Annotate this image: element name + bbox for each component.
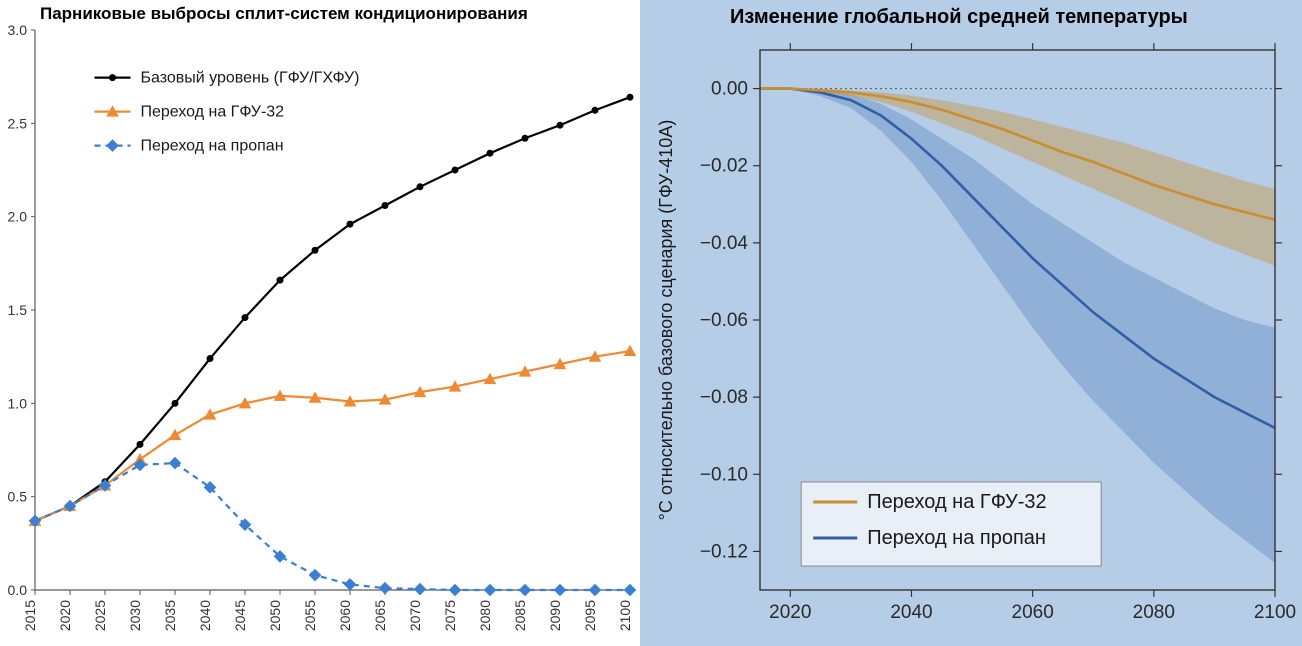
right-chart-title: Изменение глобальной средней температуры: [730, 6, 1188, 29]
left-ytick-label: 2.5: [8, 115, 28, 131]
left-ytick-label: 1.5: [8, 302, 28, 318]
left-xtick-label: 2065: [372, 600, 388, 631]
right-xtick-label: 2080: [1133, 602, 1175, 623]
left-legend-label: Переход на ГФУ-32: [141, 104, 285, 121]
right-ytick-label: −0.08: [700, 387, 748, 408]
left-ytick-label: 2.0: [8, 209, 28, 225]
left-xtick-label: 2055: [302, 600, 318, 631]
right-ytick-label: 0.00: [711, 79, 748, 100]
right-panel: Изменение глобальной средней температуры…: [640, 0, 1302, 646]
left-xtick-label: 2015: [22, 600, 38, 631]
left-xtick-label: 2030: [127, 600, 143, 631]
right-ytick-label: −0.12: [700, 541, 748, 562]
left-chart-svg: 0.0 0.5 1.0 1.5 2.0 2.5 3.0 2015 2020 2025 2030 203…: [0, 0, 640, 646]
right-ytick-label: −0.06: [700, 310, 748, 331]
left-xtick-label: 2080: [477, 600, 493, 631]
left-xtick-label: 2100: [617, 600, 633, 631]
left-xtick-label: 2020: [57, 600, 73, 631]
right-ytick-label: −0.02: [700, 156, 748, 177]
left-xtick-label: 2050: [267, 600, 283, 631]
figure-container: Парниковые выбросы сплит-систем кондицио…: [0, 0, 1302, 646]
left-xtick-label: 2045: [232, 600, 248, 631]
right-ylabel: °C относительно базового сценария (ГФУ-4…: [656, 120, 676, 521]
left-ytick-label: 3.0: [8, 22, 28, 38]
right-ytick-label: −0.10: [700, 464, 748, 485]
left-xtick-label: 2060: [337, 600, 353, 631]
left-xtick-label: 2040: [197, 600, 213, 631]
left-ytick-label: 0.0: [8, 582, 28, 598]
left-ytick-label: 1.0: [8, 395, 28, 411]
right-xtick-label: 2020: [769, 602, 811, 623]
left-ytick-label: 0.5: [8, 489, 28, 505]
left-xtick-label: 2090: [547, 600, 563, 631]
left-series-hfc32: [35, 351, 630, 521]
left-xtick-label: 2075: [442, 600, 458, 631]
left-xtick-label: 2085: [512, 600, 528, 631]
left-series-baseline: [35, 97, 630, 521]
right-xtick-label: 2100: [1254, 602, 1296, 623]
left-chart-title: Парниковые выбросы сплит-систем кондицио…: [40, 4, 528, 24]
left-xtick-label: 2025: [92, 600, 108, 631]
right-xtick-label: 2040: [890, 602, 932, 623]
right-ytick-label: −0.04: [700, 233, 749, 254]
left-series-propane: [35, 463, 630, 590]
right-legend-label: Переход на ГФУ-32: [867, 491, 1046, 513]
left-legend-label: Переход на пропан: [141, 138, 284, 155]
left-legend-label: Базовый уровень (ГФУ/ГХФУ): [141, 70, 360, 87]
right-xtick-label: 2060: [1012, 602, 1054, 623]
left-xtick-label: 2095: [582, 600, 598, 631]
left-xtick-label: 2070: [407, 600, 423, 631]
left-xtick-label: 2035: [162, 600, 178, 631]
right-legend-label: Переход на пропан: [867, 527, 1046, 549]
left-panel: Парниковые выбросы сплит-систем кондицио…: [0, 0, 640, 646]
right-chart-svg: 0.00 −0.02 −0.04 −0.06 −0.08 −0.10 −0.12 2020 20…: [640, 0, 1302, 646]
